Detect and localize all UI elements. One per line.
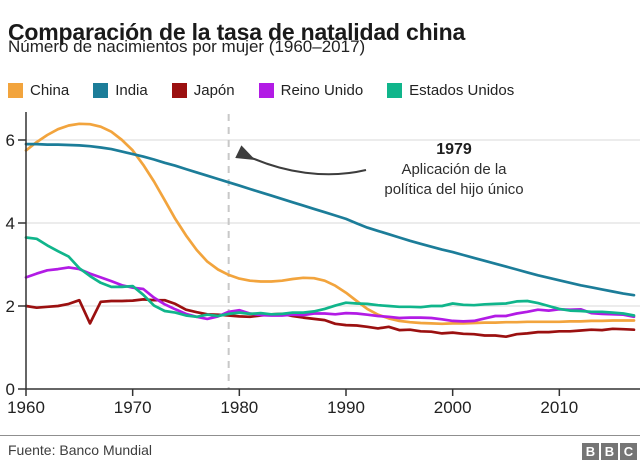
x-tick-label: 1980	[220, 398, 258, 417]
policy-annotation: 1979 Aplicación de la política del hijo …	[348, 140, 560, 200]
legend: China India Japón Reino Unido Estados Un…	[8, 82, 514, 99]
series-line-japón	[24, 298, 636, 339]
bbc-logo-block-c: C	[620, 443, 637, 460]
x-tick-label: 1970	[114, 398, 152, 417]
annotation-line1: Aplicación de la	[401, 161, 507, 178]
estados-unidos-swatch	[387, 83, 403, 98]
legend-label-india: India	[115, 82, 148, 99]
chart-canvas: 0 2 4 6 1960 1970 1980 1990 2000 2010	[6, 112, 640, 417]
series-line-estados-unidos	[24, 236, 636, 319]
bbc-logo-block-b2: B	[601, 443, 618, 460]
x-tick-label: 2010	[540, 398, 578, 417]
x-tick-label: 1960	[7, 398, 45, 417]
reino-unido-swatch	[258, 83, 274, 98]
series-line-china	[24, 122, 636, 326]
annotation-year: 1979	[436, 141, 472, 158]
annotation-arrow	[235, 145, 367, 176]
china-swatch	[8, 83, 23, 98]
x-tick-label: 1990	[327, 398, 365, 417]
y-tick-label: 2	[6, 297, 15, 316]
y-tick-label: 4	[6, 214, 15, 233]
annotation-line2: política del hijo único	[384, 181, 524, 198]
series-line-india	[24, 142, 636, 297]
line-chart: 0 2 4 6 1960 1970 1980 1990 2000 2010	[0, 106, 640, 418]
data-series-lines	[24, 122, 636, 339]
legend-item-reino-unido: Reino Unido	[258, 82, 364, 99]
japon-swatch	[171, 83, 187, 98]
legend-label-estados-unidos: Estados Unidos	[409, 82, 515, 99]
chart-subtitle: Número de nacimientos por mujer (1960–20…	[8, 37, 366, 56]
legend-label-japon: Japón	[193, 82, 235, 99]
y-tick-label: 6	[6, 131, 15, 150]
page-title: Comparación de la tasa de natalidad chin…	[8, 19, 466, 46]
source-credit: Fuente: Banco Mundial	[8, 442, 152, 458]
legend-label-reino-unido: Reino Unido	[280, 82, 364, 99]
legend-label-china: China	[30, 82, 70, 99]
legend-item-india: India	[93, 82, 148, 99]
y-tick-label: 0	[6, 380, 15, 399]
legend-item-china: China	[8, 82, 69, 99]
axes: 0 2 4 6 1960 1970 1980 1990 2000 2010	[6, 112, 640, 417]
india-swatch	[93, 83, 109, 98]
footer-divider	[0, 435, 640, 436]
bbc-logo-block-b1: B	[582, 443, 599, 460]
x-tick-label: 2000	[434, 398, 472, 417]
bbc-logo: B B C	[582, 443, 637, 460]
legend-item-estados-unidos: Estados Unidos	[387, 82, 514, 99]
legend-item-japon: Japón	[171, 82, 235, 99]
